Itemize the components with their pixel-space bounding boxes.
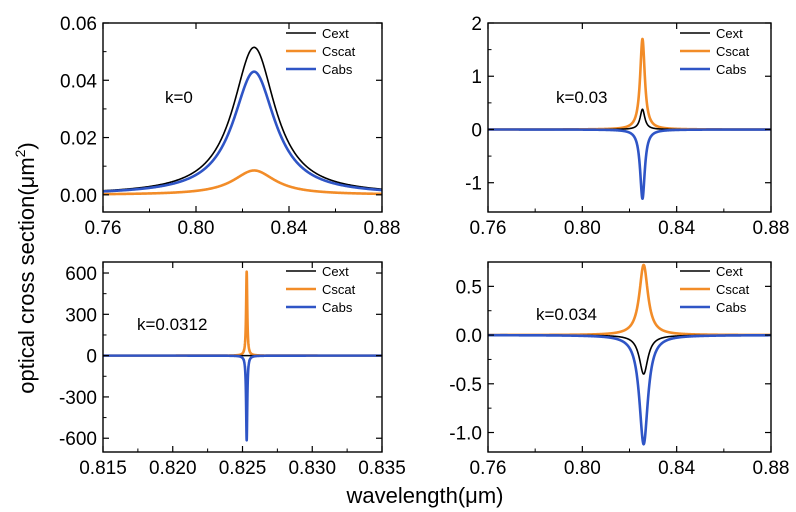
legend-label-cext: Cext bbox=[322, 26, 349, 41]
legend-label-cabs: Cabs bbox=[322, 62, 353, 77]
x-axis-title: wavelength(μm) bbox=[346, 483, 504, 508]
x-tick-label: 0.830 bbox=[288, 458, 336, 479]
panel-k0034: 0.76 0.80 0.84 0.88 -1.0 -0.5 0.0 0.5 k=0.034 Cex… bbox=[449, 261, 790, 479]
x-tick-label: 0.84 bbox=[658, 458, 695, 479]
panel-k003: 0.76 0.80 0.84 0.88 -1 0 1 2 k=0.03 Cext Cscat Cabs bbox=[465, 14, 789, 239]
x-tick-label: 0.76 bbox=[470, 218, 507, 239]
x-tick-label: 0.80 bbox=[564, 218, 601, 239]
legend-label-cabs: Cabs bbox=[716, 62, 747, 77]
series-line-cscat bbox=[103, 169, 382, 196]
panel-annotation: k=0 bbox=[165, 88, 193, 107]
y-tick-label: 0 bbox=[471, 120, 482, 141]
legend-label-cscat: Cscat bbox=[716, 44, 750, 59]
x-tick-label: 0.825 bbox=[219, 458, 267, 479]
series-line-cext bbox=[103, 46, 382, 192]
series-line-cabs bbox=[103, 70, 382, 193]
y-tick-label: 0.02 bbox=[60, 129, 97, 150]
x-tick-label: 0.820 bbox=[149, 458, 197, 479]
legend-label-cscat: Cscat bbox=[716, 282, 750, 297]
y-tick-label: 0.06 bbox=[60, 14, 97, 35]
x-tick-label: 0.88 bbox=[364, 218, 401, 239]
y-tick-label: 0.5 bbox=[456, 277, 482, 298]
y-axis-title: optical cross section(μm2) bbox=[12, 142, 39, 394]
legend-label-cabs: Cabs bbox=[716, 300, 747, 315]
legend-label-cext: Cext bbox=[322, 264, 349, 279]
x-tick-label: 0.84 bbox=[658, 218, 695, 239]
x-tick-label: 0.84 bbox=[271, 218, 308, 239]
y-tick-label: 2 bbox=[471, 14, 482, 35]
x-tick-label: 0.88 bbox=[753, 218, 790, 239]
y-tick-label: 0 bbox=[86, 347, 97, 368]
y-tick-label: -1.0 bbox=[449, 424, 482, 445]
x-tick-label: 0.76 bbox=[85, 218, 122, 239]
x-tick-label: 0.76 bbox=[470, 458, 507, 479]
y-tick-label: -300 bbox=[59, 388, 97, 409]
panel-annotation: k=0.0312 bbox=[137, 315, 207, 334]
y-tick-label: 1 bbox=[471, 67, 482, 88]
legend-label-cext: Cext bbox=[716, 264, 743, 279]
panel-k00312: 0.815 0.820 0.825 0.830 0.835 -600 -300 0 300 600… bbox=[59, 261, 406, 479]
x-tick-label: 0.815 bbox=[79, 458, 127, 479]
x-tick-label: 0.80 bbox=[178, 218, 215, 239]
x-tick-label: 0.88 bbox=[753, 458, 790, 479]
y-tick-label: 300 bbox=[65, 305, 97, 326]
series-line-cabs bbox=[103, 354, 382, 442]
legend-label-cabs: Cabs bbox=[322, 300, 353, 315]
series-line-cabs bbox=[488, 333, 771, 446]
y-tick-label: 0.04 bbox=[60, 71, 97, 92]
y-tick-label: 0.00 bbox=[60, 186, 97, 207]
y-tick-label: -1 bbox=[465, 174, 482, 195]
legend-label-cscat: Cscat bbox=[322, 44, 356, 59]
panel-annotation: k=0.034 bbox=[536, 305, 597, 324]
legend-label-cext: Cext bbox=[716, 26, 743, 41]
legend-label-cscat: Cscat bbox=[322, 282, 356, 297]
x-tick-label: 0.835 bbox=[358, 458, 406, 479]
y-tick-label: 0.0 bbox=[456, 326, 482, 347]
y-tick-label: 600 bbox=[65, 264, 97, 285]
x-tick-label: 0.80 bbox=[564, 458, 601, 479]
series-line-cabs bbox=[488, 128, 771, 200]
series-line-cext bbox=[488, 334, 771, 375]
panel-k0: 0.76 0.80 0.84 0.88 0.00 0.02 0.04 0.06 k=0 Cext C… bbox=[60, 14, 400, 239]
y-tick-label: -600 bbox=[59, 429, 97, 450]
y-tick-label: -0.5 bbox=[449, 375, 482, 396]
panel-annotation: k=0.03 bbox=[556, 88, 608, 107]
